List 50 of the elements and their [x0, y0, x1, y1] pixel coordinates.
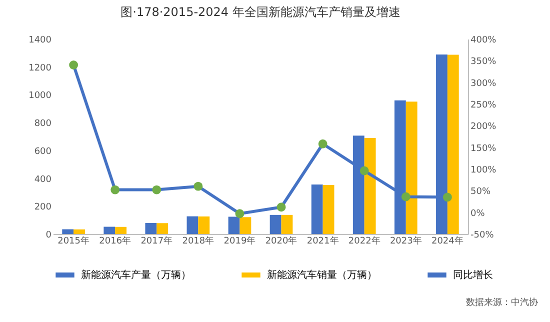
bar — [228, 216, 240, 234]
y2-tick-label: 150% — [470, 144, 497, 154]
y-tick-label: 800 — [34, 119, 52, 130]
y-tick-label: 0 — [46, 230, 52, 240]
x-tick-label: 2024年 — [431, 236, 464, 246]
y2-tick-label: 250% — [470, 100, 497, 110]
y-tick-label: 600 — [34, 146, 52, 157]
source-note: 数据来源：中汽协 — [466, 296, 538, 309]
x-tick-label: 2021年 — [306, 236, 339, 246]
y-tick-label: 1200 — [28, 63, 52, 74]
y2-tick-label: 0% — [470, 208, 486, 219]
bar — [240, 217, 252, 234]
x-tick-label: 2018年 — [182, 236, 214, 246]
x-tick-label: 2017年 — [140, 236, 173, 246]
y2-tick-label: 50% — [470, 187, 491, 198]
bar — [145, 222, 157, 234]
x-tick-label: 2023年 — [390, 236, 422, 246]
x-tick-label: 2020年 — [265, 236, 298, 246]
y-tick-label: 1000 — [28, 91, 52, 102]
legend-label: 新能源汽车销量（万辆） — [267, 269, 377, 281]
x-tick-label: 2022年 — [348, 236, 380, 246]
bar — [186, 216, 198, 234]
chart-title: 图·178·2015-2024 年全国新能源汽车产销量及增速 — [120, 5, 400, 19]
bar — [270, 214, 282, 234]
y-tick-label: 200 — [34, 202, 52, 213]
bar — [406, 102, 418, 234]
bar — [104, 226, 116, 234]
bar — [447, 54, 459, 234]
bar — [364, 138, 376, 234]
bar — [311, 184, 323, 234]
y2-tick-label: -50% — [470, 230, 494, 240]
bar — [281, 214, 293, 234]
y-tick-label: 400 — [34, 174, 52, 185]
y2-tick-label: 400% — [470, 36, 497, 46]
bar — [115, 226, 127, 234]
legend-label: 同比增长 — [453, 269, 493, 281]
bar — [156, 223, 168, 234]
y2-tick-label: 300% — [470, 78, 497, 89]
bar — [74, 229, 85, 234]
x-tick-label: 2019年 — [224, 236, 256, 246]
bar — [198, 216, 210, 234]
legend-label: 新能源汽车产量（万辆） — [81, 269, 191, 281]
bar — [322, 184, 334, 234]
y2-tick-label: 350% — [470, 57, 497, 68]
bar — [62, 229, 74, 234]
y2-tick-label: 100% — [470, 166, 497, 176]
y2-tick-label: 200% — [470, 122, 497, 132]
x-tick-label: 2016年 — [99, 236, 132, 246]
x-tick-label: 2015年 — [58, 236, 90, 246]
y-tick-label: 1400 — [28, 36, 52, 46]
